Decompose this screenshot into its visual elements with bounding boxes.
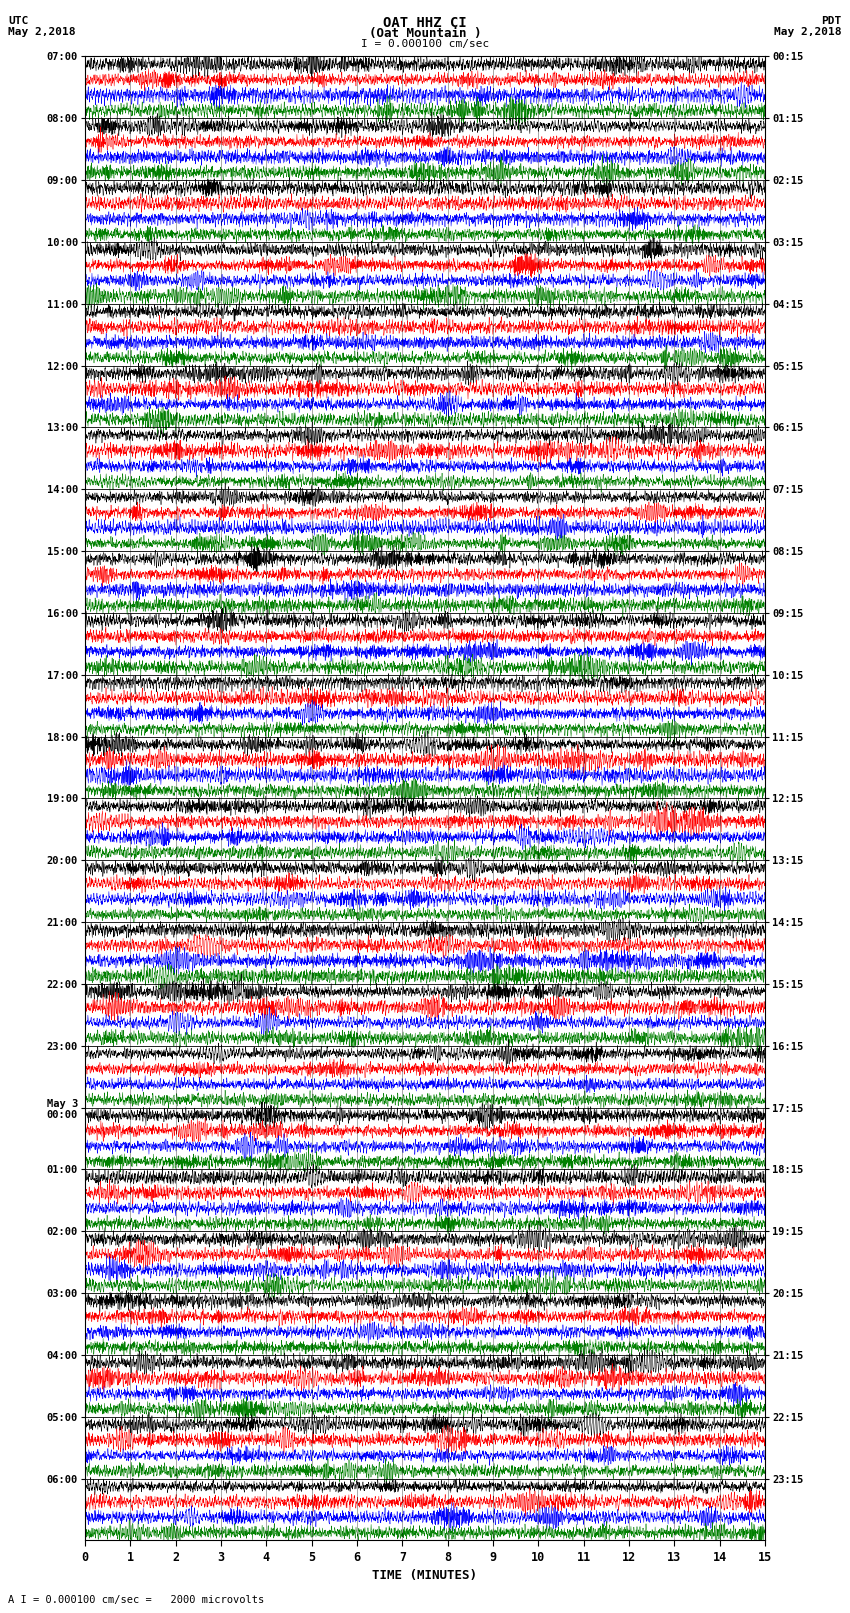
Text: May 2,2018: May 2,2018: [774, 27, 842, 37]
Text: (Oat Mountain ): (Oat Mountain ): [369, 27, 481, 40]
Text: A I = 0.000100 cm/sec =   2000 microvolts: A I = 0.000100 cm/sec = 2000 microvolts: [8, 1595, 264, 1605]
X-axis label: TIME (MINUTES): TIME (MINUTES): [372, 1569, 478, 1582]
Text: OAT HHZ CI: OAT HHZ CI: [383, 16, 467, 31]
Text: I = 0.000100 cm/sec: I = 0.000100 cm/sec: [361, 39, 489, 48]
Text: May 2,2018: May 2,2018: [8, 27, 76, 37]
Text: PDT: PDT: [821, 16, 842, 26]
Text: UTC: UTC: [8, 16, 29, 26]
